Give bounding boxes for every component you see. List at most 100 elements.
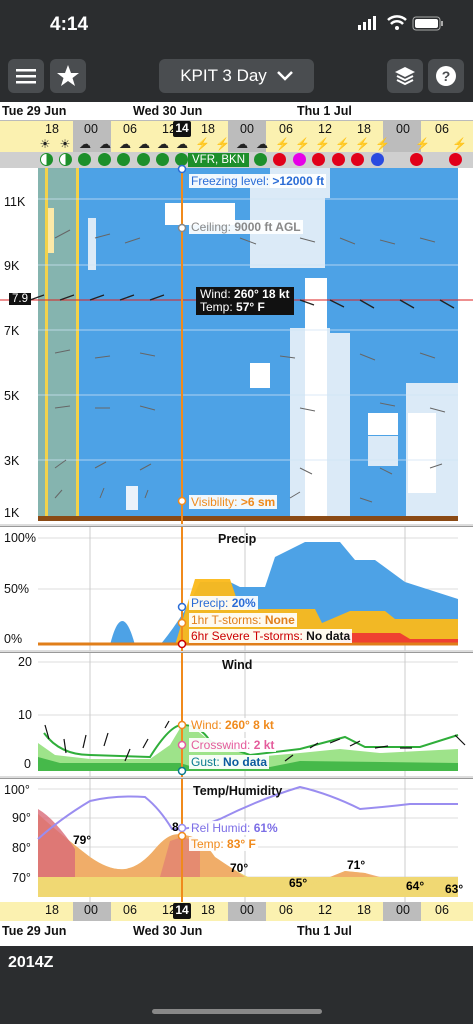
gust-readout: Gust: No data [189,755,270,769]
category-dot[interactable] [117,153,130,166]
tstorm-readout: 1hr T-storms: None [189,613,297,627]
hour-row-bottom: 18 00 06 12 18 00 06 12 18 00 06 14 [0,902,473,921]
category-dot[interactable] [410,153,423,166]
category-dot[interactable] [40,153,53,166]
battery-icon [412,16,443,31]
hour-label: 18 [201,122,215,136]
category-dot[interactable] [137,153,150,166]
visibility-readout: Visibility: >6 sm [189,495,278,509]
category-dot[interactable] [273,153,286,166]
temp-point-label: 64° [406,879,425,893]
wind-y-label: 0 [24,757,31,771]
thunderstorm-icon: ⚡ [375,137,390,151]
thunderstorm-icon: ⚡ [275,137,290,151]
category-dot[interactable] [332,153,345,166]
hour-label: 06 [279,903,293,917]
hour-label: 06 [435,903,449,917]
category-dot[interactable] [351,153,364,166]
altitude-label: 3K [4,454,20,468]
day-labels-bottom: Tue 29 Jun Wed 30 Jun Thu 1 Jul [0,921,473,946]
precip-title: Precip [218,532,257,546]
crosswind-readout: Crosswind: 2 kt [189,738,277,752]
cloud-icon: ☁ [157,137,169,151]
status-bar: 4:14 [0,0,473,50]
thunderstorm-icon: ⚡ [415,137,430,151]
wind-temp-readout: Wind: 260° 18 kt Temp: 57° F [196,287,294,315]
hour-label: 00 [84,903,98,917]
altitude-label: 9K [4,259,20,273]
ceiling-readout: Ceiling: 9000 ft AGL [189,220,303,234]
category-dot[interactable] [293,153,306,166]
partly-sunny-icon: ☀ [59,137,71,151]
precip-panel[interactable]: Precip 100% 50% 0% Precip: 20% 1hr T-sto… [0,526,473,651]
altitude-label: 7K [4,324,20,338]
thunderstorm-icon: ⚡ [295,137,310,151]
category-dot[interactable] [98,153,111,166]
svg-text:?: ? [442,68,451,84]
hour-label: 18 [201,903,215,917]
temp-humidity-panel[interactable]: Temp/Humidity 100° 90° 80° 70° 79° 8 70°… [0,778,473,903]
category-dot[interactable] [156,153,169,166]
thunderstorm-icon: ⚡ [452,137,467,151]
altitude-label: 11K [4,195,26,209]
partly-sunny-icon: ☀ [39,137,51,151]
hour-label: 18 [357,122,371,136]
precip-y-label: 0% [4,632,23,646]
category-dot[interactable] [175,153,188,166]
current-altitude-badge[interactable]: 7.9 [9,293,31,305]
bottom-bar: 2014Z [0,946,473,1024]
hour-row-top: 18 00 06 12 18 00 06 12 18 00 06 14 ☀ ☀ … [0,121,473,152]
now-hour-marker[interactable]: 14 [173,903,191,919]
airport-selector-button[interactable]: KPIT 3 Day [159,59,314,93]
chevron-down-icon [276,71,293,81]
hour-label: 18 [357,903,371,917]
flight-category-row: VFR, BKN [0,152,473,168]
category-dot[interactable] [254,153,267,166]
cloud-panel[interactable]: 11K 9K 7K 5K 3K 1K 7.9 Freezing level: >… [0,164,473,524]
rel-humid-readout: Rel Humid: 61% [189,821,280,835]
temp-readout: Temp: 83° F [189,837,258,851]
temp-humidity-title: Temp/Humidity [193,784,283,798]
category-dot[interactable] [59,153,72,166]
temp-point-label: 70° [230,861,249,875]
day-label: Thu 1 Jul [297,104,352,118]
now-hour-marker[interactable]: 14 [173,121,191,137]
cloud-icon: ☁ [119,137,131,151]
layers-button[interactable] [387,59,423,93]
category-dot[interactable] [312,153,325,166]
cloud-icon: ☁ [176,137,188,151]
precip-readout: Precip: 20% [189,596,258,610]
wind-panel[interactable]: Wind 20 10 0 Wind: 260° 8 kt Crosswind: … [0,652,473,777]
temp-point-label: 65° [289,876,308,890]
home-indicator[interactable] [152,1009,322,1014]
temp-y-label: 100° [4,783,30,797]
wind-y-label: 10 [18,708,32,722]
thunderstorm-icon: ⚡ [215,137,230,151]
category-dot[interactable] [449,153,462,166]
category-dot[interactable] [78,153,91,166]
altitude-label: 5K [4,389,20,403]
menu-button[interactable] [8,59,44,93]
signal-icon [358,16,376,30]
category-dot[interactable] [371,153,384,166]
temp-y-label: 70° [12,871,31,885]
wind-y-label: 20 [18,655,32,669]
favorite-button[interactable] [50,59,86,93]
thunderstorm-icon: ⚡ [355,137,370,151]
day-label: Thu 1 Jul [297,924,352,938]
hour-label: 00 [396,903,410,917]
hour-label: 06 [435,122,449,136]
layers-icon [395,67,415,86]
day-label: Wed 30 Jun [133,104,203,118]
temp-point-label: 8 [172,820,179,834]
hour-label: 00 [396,122,410,136]
hour-label: 12 [318,122,332,136]
help-button[interactable]: ? [428,59,464,93]
question-mark-icon: ? [436,66,456,86]
temp-point-label: 79° [73,833,92,847]
freezing-level-readout: Freezing level: >12000 ft [189,174,327,188]
temp-point-label: 71° [347,858,366,872]
wifi-icon [387,15,407,30]
temp-y-label: 80° [12,841,31,855]
thunderstorm-icon: ⚡ [195,137,210,151]
